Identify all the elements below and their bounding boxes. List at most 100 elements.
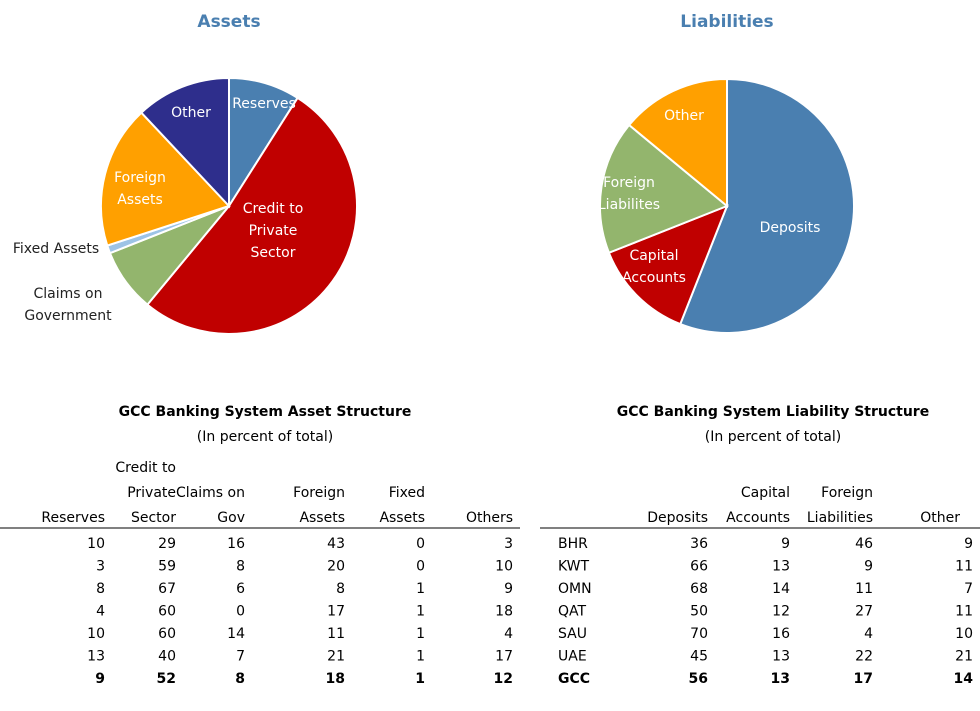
slice-label: Liabilites: [598, 197, 660, 213]
table-subtitle: (In percent of total): [705, 429, 841, 445]
slice-label: Credit to: [243, 201, 304, 217]
chart-title: Assets: [197, 12, 260, 32]
row-label: BHR: [558, 536, 588, 552]
table-cell: 4: [864, 626, 873, 642]
table-cell: 4: [96, 604, 105, 620]
table-cell: 8: [235, 671, 245, 687]
slice-label: Government: [24, 308, 112, 324]
table-cell: 60: [158, 604, 176, 620]
column-header: Fixed: [389, 485, 425, 501]
table-cell: 6: [236, 581, 245, 597]
column-header: Capital: [741, 485, 790, 501]
slice-label: Reserves: [232, 96, 296, 112]
table-cell: 14: [772, 581, 790, 597]
column-header: Accounts: [726, 510, 790, 526]
table-cell: 11: [327, 626, 345, 642]
table-cell: 0: [416, 536, 425, 552]
column-header: Liabilities: [807, 510, 873, 526]
pie-slice: [146, 96, 358, 335]
slice-label: Other: [664, 108, 704, 124]
column-header: Foreign: [293, 485, 345, 501]
table-cell: 67: [158, 581, 176, 597]
table-cell: 20: [327, 559, 345, 575]
table-cell: 13: [772, 649, 790, 665]
column-header: Private: [127, 485, 176, 501]
slice-label: Fixed Assets: [13, 241, 99, 257]
table-cell: 3: [96, 559, 105, 575]
column-header: Gov: [217, 510, 245, 526]
table-cell: 40: [158, 649, 176, 665]
chart-title: Liabilities: [680, 12, 773, 32]
table-cell: 18: [326, 671, 345, 687]
table-cell: 68: [690, 581, 708, 597]
table-cell: 0: [236, 604, 245, 620]
pie-slice: [627, 77, 728, 209]
column-header: Claims on: [176, 485, 245, 501]
column-header: Foreign: [821, 485, 873, 501]
slice-label: Sector: [250, 245, 295, 261]
table-cell: 29: [158, 536, 176, 552]
table-cell: 16: [227, 536, 245, 552]
column-header: Sector: [131, 510, 176, 526]
row-label: QAT: [558, 604, 587, 620]
column-header: Reserves: [41, 510, 105, 526]
pie-slice: [139, 76, 230, 209]
table-cell: 1: [416, 581, 425, 597]
column-header: Credit to: [115, 460, 176, 476]
table-cell: 12: [494, 671, 513, 687]
table-cell: 17: [495, 649, 513, 665]
table-cell: 9: [95, 671, 105, 687]
pie-slice: [599, 123, 729, 255]
table-cell: 12: [772, 604, 790, 620]
table-title: GCC Banking System Asset Structure: [119, 404, 412, 420]
table-cell: 9: [864, 559, 873, 575]
table-cell: 21: [955, 649, 973, 665]
slice-label: Foreign: [603, 175, 655, 191]
table-cell: 9: [504, 581, 513, 597]
column-header: Other: [920, 510, 960, 526]
slice-label: Accounts: [622, 270, 686, 286]
table-cell: 14: [227, 626, 245, 642]
table-cell: 52: [157, 671, 176, 687]
slice-label: Assets: [117, 192, 163, 208]
pie-slice: [100, 111, 231, 247]
slice-label: Deposits: [760, 220, 821, 236]
table-cell: 10: [955, 626, 973, 642]
table-cell: 17: [854, 671, 873, 687]
table-cell: 13: [87, 649, 105, 665]
table-cell: 11: [955, 604, 973, 620]
row-label: KWT: [558, 559, 590, 575]
table-cell: 60: [158, 626, 176, 642]
column-header: Assets: [379, 510, 425, 526]
slice-label: Capital: [629, 248, 678, 264]
table-cell: 8: [96, 581, 105, 597]
table-cell: 8: [336, 581, 345, 597]
row-label: UAE: [558, 649, 587, 665]
table-cell: 7: [964, 581, 973, 597]
table-cell: 0: [416, 559, 425, 575]
table-cell: 3: [504, 536, 513, 552]
table-cell: 66: [690, 559, 708, 575]
table-subtitle: (In percent of total): [197, 429, 333, 445]
pie-slice: [607, 204, 729, 326]
slice-label: Other: [171, 105, 211, 121]
table-cell: 1: [416, 604, 425, 620]
table-cell: 10: [87, 626, 105, 642]
table-cell: 59: [158, 559, 176, 575]
table-cell: 10: [495, 559, 513, 575]
column-header: Others: [466, 510, 513, 526]
slice-label: Private: [249, 223, 298, 239]
table-cell: 10: [87, 536, 105, 552]
table-cell: 11: [855, 581, 873, 597]
table-cell: 50: [690, 604, 708, 620]
table-cell: 7: [236, 649, 245, 665]
table-cell: 9: [781, 536, 790, 552]
row-label: GCC: [558, 671, 590, 687]
table-cell: 36: [690, 536, 708, 552]
table-cell: 18: [495, 604, 513, 620]
table-cell: 21: [327, 649, 345, 665]
table-cell: 56: [689, 671, 708, 687]
table-cell: 46: [855, 536, 873, 552]
table-cell: 22: [855, 649, 873, 665]
row-label: OMN: [558, 581, 592, 597]
